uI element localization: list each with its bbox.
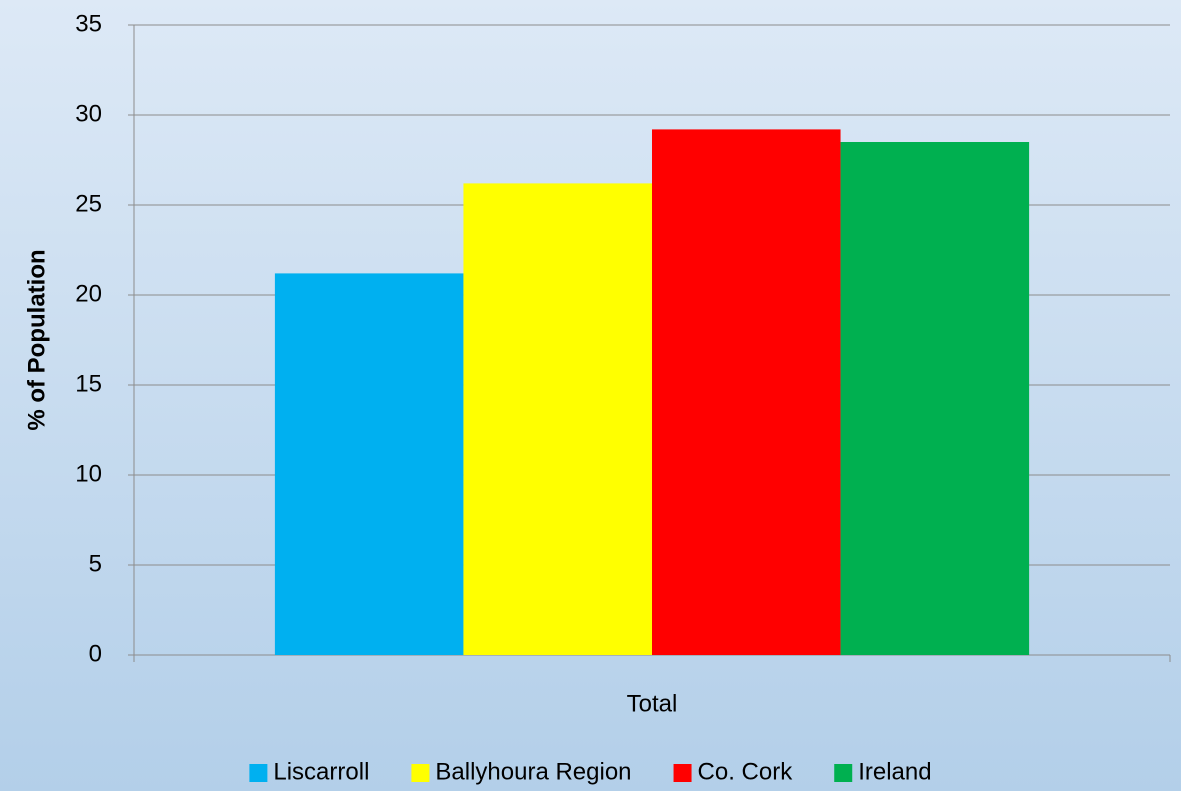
y-tick-label: 30 [75, 100, 102, 127]
bar [652, 129, 841, 655]
y-tick-label: 25 [75, 190, 102, 217]
y-tick-label: 5 [89, 550, 102, 577]
y-tick-label: 20 [75, 280, 102, 307]
bar [274, 273, 464, 655]
legend-label: Liscarroll [273, 758, 369, 785]
y-tick-label: 15 [75, 370, 102, 397]
legend-label: Ireland [858, 758, 931, 785]
bar [840, 142, 1030, 655]
legend-swatch [673, 764, 692, 782]
x-tick-label: Total [627, 690, 678, 717]
y-tick-label: 35 [75, 10, 102, 37]
legend-label: Ballyhoura Region [435, 758, 631, 785]
y-tick-label: 0 [89, 640, 102, 667]
legend-label: Co. Cork [698, 758, 794, 785]
y-axis-label: % of Population [23, 249, 50, 430]
legend-swatch [411, 764, 430, 782]
bar [463, 183, 652, 655]
y-tick-label: 10 [75, 460, 102, 487]
legend-swatch [834, 764, 853, 782]
legend-swatch [249, 764, 268, 782]
